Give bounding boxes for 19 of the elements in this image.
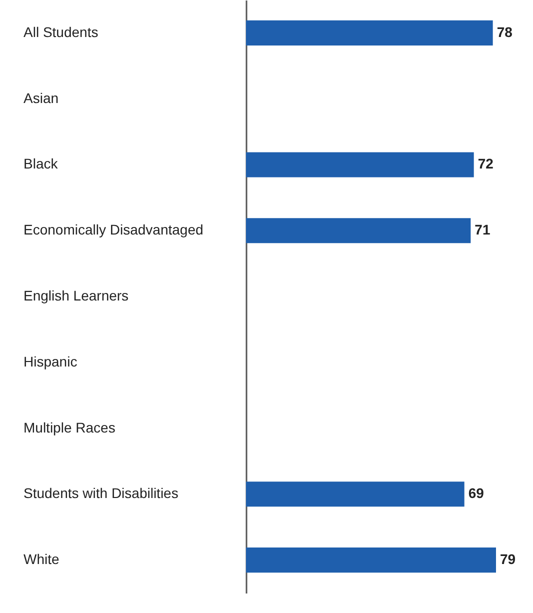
bar [246, 218, 471, 244]
y-tick-label: Students with Disabilities [24, 485, 178, 502]
bar [246, 482, 464, 507]
bar [246, 152, 474, 178]
data-label: 72 [478, 156, 494, 172]
y-tick-label: Economically Disadvantaged [24, 222, 204, 238]
data-label: 69 [468, 485, 484, 502]
y-tick-label: White [24, 551, 60, 568]
data-label: 78 [496, 24, 513, 40]
bar [246, 548, 496, 573]
y-tick-label: Multiple Races [24, 419, 116, 436]
y-tick-label: All Students [24, 24, 98, 40]
data-label: 71 [474, 222, 490, 238]
data-label: 79 [500, 551, 516, 568]
y-tick-label: Hispanic [24, 353, 78, 370]
y-tick-label: English Learners [24, 288, 129, 304]
y-tick-label: Asian [24, 90, 59, 106]
y-tick-label: Black [24, 156, 59, 172]
bar [246, 20, 493, 46]
